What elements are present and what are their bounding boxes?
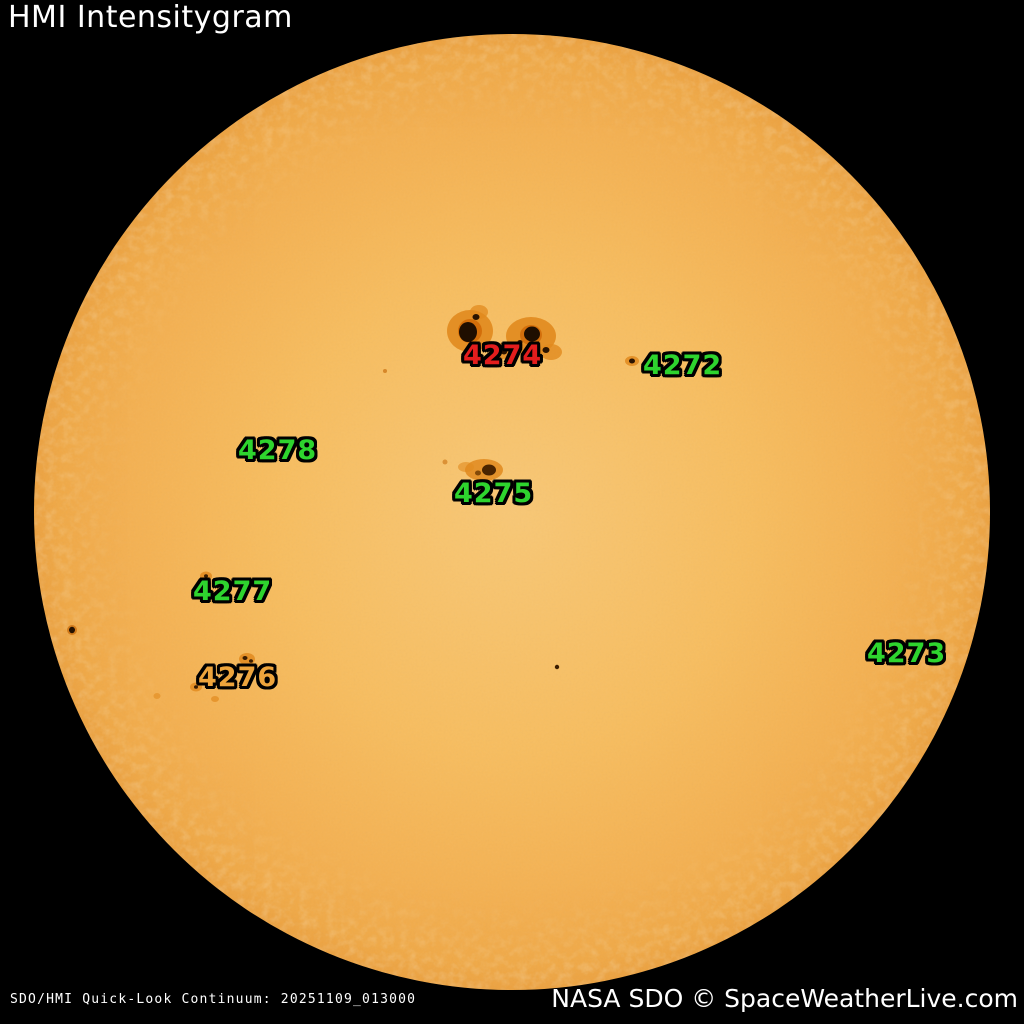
region-label-4272: 4272 bbox=[643, 350, 723, 381]
credit-caption: NASA SDO © SpaceWeatherLive.com bbox=[551, 984, 1018, 1013]
region-label-4276: 4276 bbox=[198, 662, 278, 693]
region-label-4277: 4277 bbox=[193, 576, 273, 607]
sunspot-pore bbox=[554, 664, 560, 670]
sunspots bbox=[67, 305, 639, 702]
sunspot-group-4276 bbox=[153, 653, 255, 702]
region-label-4275: 4275 bbox=[454, 478, 534, 509]
sunspot-limb-left bbox=[67, 625, 77, 635]
page-title: HMI Intensitygram bbox=[8, 0, 293, 35]
sunspot-4277 bbox=[200, 571, 212, 581]
region-label-4274: 4274 bbox=[463, 340, 543, 371]
sunspot-speck bbox=[383, 369, 387, 373]
sunspot-4272 bbox=[625, 356, 639, 366]
sunspot-group-4274 bbox=[447, 305, 562, 360]
region-label-4273: 4273 bbox=[867, 638, 947, 669]
region-label-4278: 4278 bbox=[238, 435, 318, 466]
sunspot-group-4275 bbox=[442, 459, 503, 481]
image-metadata-caption: SDO/HMI Quick-Look Continuum: 20251109_0… bbox=[10, 992, 417, 1007]
